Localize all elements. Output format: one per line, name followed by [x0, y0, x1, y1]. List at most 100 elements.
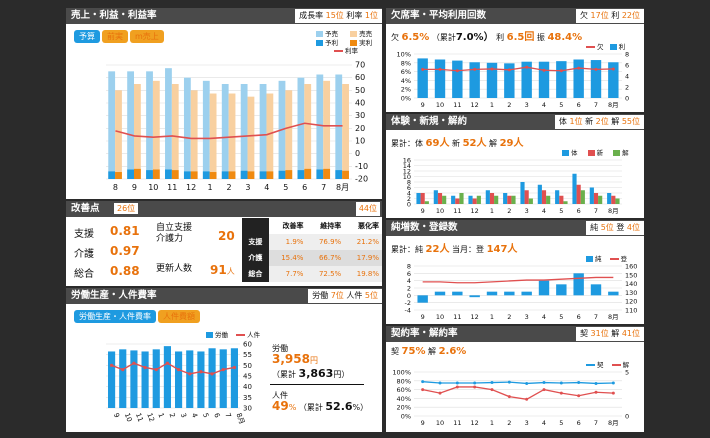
x-tick-label: 8	[113, 183, 118, 192]
y-tick-label: 8%	[401, 59, 411, 67]
bar-labor	[230, 348, 238, 408]
bar-trial	[572, 173, 577, 204]
bar-usage	[417, 58, 428, 98]
contract-summary: 契 75% 解 2.6%	[391, 346, 467, 357]
tab-m-sales[interactable]: m売上	[130, 30, 164, 43]
bar-net	[521, 291, 532, 296]
point-personnel	[121, 368, 125, 372]
point-personnel	[165, 361, 170, 365]
point-absence	[525, 65, 529, 69]
y2-tick-label: 4	[625, 73, 629, 81]
bar-usage	[521, 61, 532, 98]
x-tick-label: 10	[436, 101, 444, 109]
y-tick-label: 0	[98, 175, 103, 184]
point-contract	[559, 381, 563, 385]
x-tick-label: 3	[525, 207, 529, 215]
bar-cancel	[459, 193, 464, 204]
sales-tabs: 予算 前実 m売上	[74, 30, 164, 43]
labor-title: 労働生産・人件費率	[71, 290, 157, 301]
labor-header: 労働生産・人件費率 労働 7位 人件 5位	[66, 288, 382, 304]
x-tick-label: 2	[507, 207, 511, 215]
x-tick-label: 4	[542, 101, 546, 109]
bar-budget-sales	[183, 77, 191, 179]
bar-actual-profit	[323, 168, 331, 179]
y-tick-label: 60	[93, 137, 103, 146]
bar-new	[576, 184, 581, 204]
bar-usage	[556, 61, 567, 98]
point-absence	[577, 66, 581, 70]
labor-rank: 労働 7位 人件 5位	[308, 289, 382, 303]
y2-tick-label: 6	[625, 62, 629, 70]
y-tick-label: 100	[88, 111, 103, 120]
x-tick-label: 11	[453, 313, 461, 321]
sales-header: 売上・利益・利益率 成長率 15位 利率 1位	[66, 8, 382, 24]
bar-new	[437, 193, 443, 204]
bar-net	[573, 273, 584, 296]
y-tick-label: 10%	[397, 51, 411, 59]
x-tick-label: 4	[264, 183, 269, 192]
point-personnel	[109, 363, 114, 367]
kaizen-row-care: 介護 0.97	[74, 244, 140, 260]
labor-productivity: 労働 3,958円 （累計 3,863円）	[272, 344, 350, 380]
y2-tick-label: 20	[355, 124, 365, 133]
y2-tick-label: 2	[625, 84, 629, 92]
bar-budget-sales	[165, 68, 172, 179]
bar-new	[489, 193, 495, 204]
y-tick-label: 6	[407, 270, 411, 278]
bar-budget-profit	[221, 171, 229, 179]
point-cancel	[455, 385, 459, 389]
bar-trial	[520, 182, 525, 204]
y2-tick-label: 120	[625, 298, 637, 306]
y2-tick-label: 0	[625, 413, 629, 421]
bar-budget-profit	[297, 170, 305, 179]
x-tick-label: 10	[436, 313, 444, 321]
x-tick-label: 6	[577, 313, 581, 321]
tab-personnel-cost[interactable]: 人件費額	[158, 310, 200, 323]
bar-actual-profit	[115, 172, 122, 179]
x-tick-label: 1	[490, 207, 494, 215]
y-tick-label: 2	[407, 195, 411, 203]
x-tick-label: 12	[471, 313, 479, 321]
labor-personnel: 人件 49% （累計 52.6%）	[272, 391, 369, 413]
y-tick-label: 6	[407, 184, 411, 192]
bar-actual-sales	[171, 84, 179, 179]
y-tick-label: 2	[407, 285, 411, 293]
point-absence	[473, 67, 477, 71]
tab-budget[interactable]: 予算	[74, 30, 100, 43]
net-panel: 純増数・登録数 純 5位 登 4位 累計：純 22人 当月：登 147人 純 登…	[386, 220, 644, 324]
y2-tick-label: -20	[355, 175, 368, 184]
x-tick-label: 1	[490, 313, 494, 321]
bar-actual-profit	[342, 170, 349, 179]
y2-tick-label: 110	[625, 307, 637, 315]
kaizen-renewal-value: 91人	[210, 263, 235, 277]
bar-net	[452, 291, 463, 296]
bar-new	[455, 198, 460, 204]
bar-usage	[573, 59, 584, 98]
point-absence	[507, 68, 511, 72]
bar-actual-sales	[190, 90, 198, 179]
y-tick-label: 0%	[401, 95, 411, 103]
kaizen-row-support: 支援 0.81	[74, 224, 140, 240]
x-tick-label: 5	[559, 419, 563, 427]
x-tick-label: 6	[302, 183, 307, 192]
x-tick-label: 9	[421, 207, 425, 215]
x-tick-label: 11	[453, 207, 461, 215]
bar-actual-profit	[209, 172, 217, 179]
bar-budget-profit	[202, 171, 210, 179]
line-contract	[422, 381, 614, 385]
bar-trial	[433, 190, 438, 204]
y2-tick-label: 60	[243, 341, 252, 349]
x-tick-label: 1	[208, 183, 213, 192]
bar-actual-sales	[134, 84, 141, 179]
tab-labor-rate[interactable]: 労働生産・人件費率	[74, 310, 156, 323]
tab-prev-actual[interactable]: 前実	[102, 30, 128, 43]
kaizen-rank: 26位	[114, 203, 139, 214]
point-contract	[611, 381, 615, 385]
absence-panel: 欠席率・平均利用回数 欠 17位 利 22位 欠 6.5% （累計7.0%） 利…	[386, 8, 644, 112]
point-cancel	[594, 390, 598, 394]
bar-trial	[607, 193, 612, 204]
point-contract	[542, 381, 546, 385]
absence-rank: 欠 17位 利 22位	[575, 9, 644, 23]
